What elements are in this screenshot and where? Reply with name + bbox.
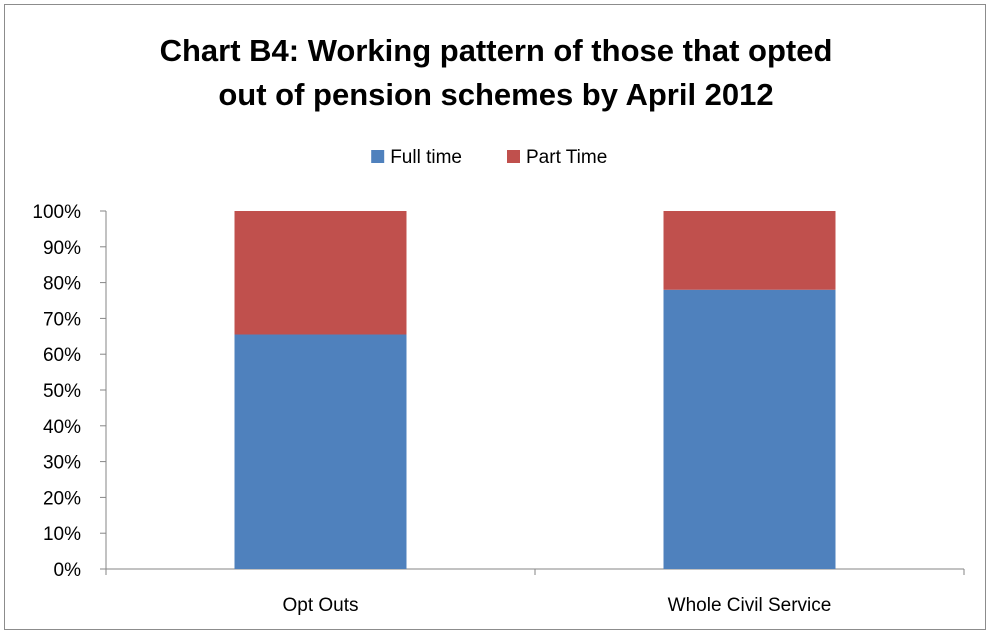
legend: Full time Part Time xyxy=(371,147,607,168)
plot-area: 0% 10% 20% 30% 40% 50% 60% 70% 80% 90% 100% Opt Out… xyxy=(32,202,965,616)
bar-full-time-1 xyxy=(663,289,836,569)
chart-title-line-1: Chart B4: Working pattern of those that … xyxy=(160,33,833,68)
legend-label: Part Time xyxy=(526,147,607,168)
y-tick-label: 80% xyxy=(43,274,81,295)
legend-swatch-part-time xyxy=(507,150,520,163)
bar-full-time-0 xyxy=(234,334,407,569)
bar-part-time-0 xyxy=(234,211,407,335)
y-tick-label: 50% xyxy=(43,381,81,402)
legend-swatch-full-time xyxy=(371,150,385,163)
x-category-label: Whole Civil Service xyxy=(668,595,832,616)
chart-title: Chart B4: Working pattern of those that … xyxy=(160,33,833,112)
y-tick-label: 30% xyxy=(43,453,81,474)
x-category-label: Opt Outs xyxy=(282,595,358,616)
bar-part-time-1 xyxy=(663,211,836,290)
y-tick-label: 60% xyxy=(43,345,81,366)
y-tick-label: 70% xyxy=(43,309,81,330)
y-tick-label: 90% xyxy=(43,238,81,259)
y-tick-label: 40% xyxy=(43,417,81,438)
y-tick-label: 10% xyxy=(43,524,81,545)
legend-label: Full time xyxy=(390,147,462,168)
chart-title-line-2: out of pension schemes by April 2012 xyxy=(218,77,773,112)
y-tick-label: 20% xyxy=(43,488,81,509)
y-tick-label: 0% xyxy=(54,560,82,581)
y-tick-label: 100% xyxy=(32,202,81,223)
